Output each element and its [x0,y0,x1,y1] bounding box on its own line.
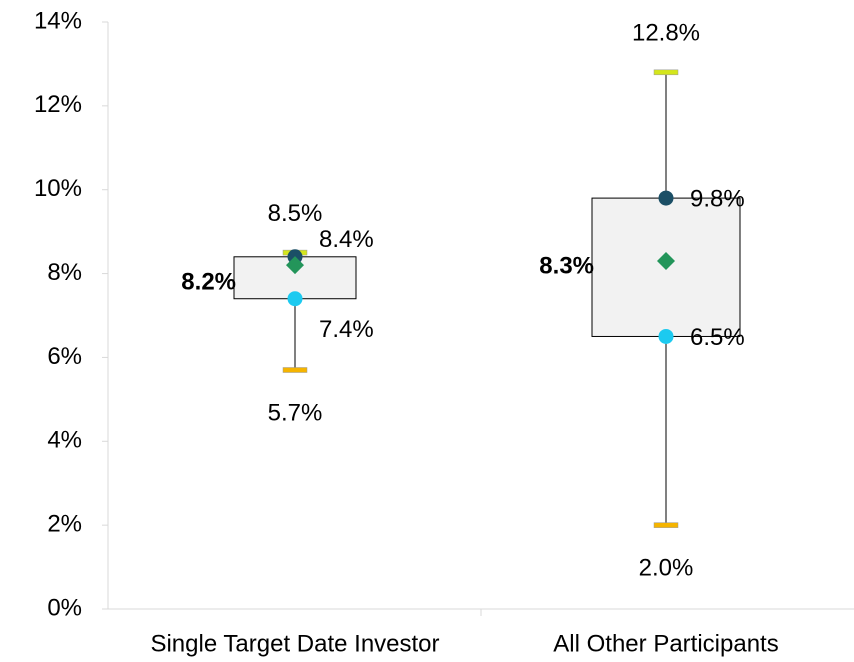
mean-label: 8.3% [539,252,594,279]
y-tick-label: 14% [34,7,82,34]
q3-label: 9.8% [690,185,745,212]
y-tick-label: 10% [34,175,82,202]
max-label: 8.5% [268,200,323,227]
y-tick-label: 6% [47,343,82,370]
q3-dot [658,190,674,206]
x-tick-label: All Other Participants [553,630,778,657]
y-tick-label: 12% [34,91,82,118]
y-tick-label: 8% [47,259,82,286]
q1-dot [658,328,674,344]
min-label: 2.0% [639,554,694,581]
max-cap [653,69,679,76]
min-cap [282,367,308,373]
y-tick-label: 4% [47,427,82,454]
min-label: 5.7% [268,399,323,426]
q1-label: 7.4% [319,316,374,343]
q3-label: 8.4% [319,226,374,253]
q1-dot [287,291,303,307]
y-tick-label: 2% [47,510,82,537]
mean-diamond [286,256,304,275]
min-cap [653,522,679,528]
mean-diamond [657,251,675,270]
x-tick-label: Single Target Date Investor [150,630,439,657]
mean-label: 8.2% [181,269,236,296]
max-label: 12.8% [632,20,700,47]
q1-label: 6.5% [690,324,745,351]
y-tick-label: 0% [47,594,82,621]
